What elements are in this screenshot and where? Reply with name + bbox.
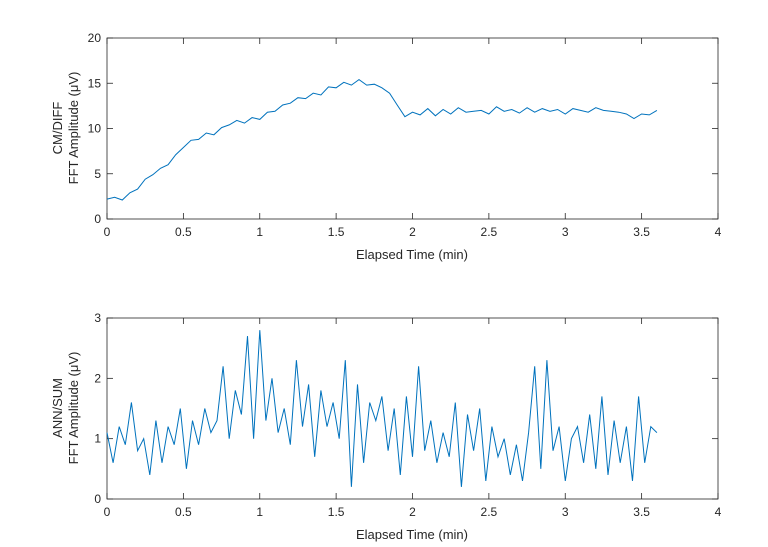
y-tick-label: 15 [88,76,102,90]
x-tick-label: 1 [256,225,263,239]
y-tick-label: 3 [94,311,101,325]
x-tick-label: 0.5 [175,225,192,239]
top-ylabel-line2: FFT Amplitude (μV) [66,72,81,185]
axes-box [106,37,719,220]
x-tick-label: 4 [715,225,722,239]
axes-box [106,317,719,500]
x-tick-label: 1.5 [328,505,345,519]
x-tick-label: 2 [409,225,416,239]
x-tick-label: 1.5 [328,225,345,239]
x-tick-label: 0 [104,505,111,519]
series-line [106,78,658,201]
x-tick-label: 2 [409,505,416,519]
x-tick-label: 3 [562,225,569,239]
y-tick-label: 2 [94,371,101,385]
x-tick-label: 2.5 [481,225,498,239]
y-tick-label: 1 [94,432,101,446]
x-tick-label: 2.5 [481,505,498,519]
x-tick-label: 0 [104,225,111,239]
y-tick-label: 5 [94,167,101,181]
y-tick-label: 10 [88,122,102,136]
x-tick-label: 1 [256,505,263,519]
top-axes: CM/DIFF FFT Amplitude (μV) Elapsed Time … [50,31,722,262]
series-line [106,330,658,487]
y-tick-label: 20 [88,31,102,45]
bottom-xlabel: Elapsed Time (min) [356,527,468,542]
top-xlabel: Elapsed Time (min) [356,247,468,262]
bottom-axes: ANN/SUM FFT Amplitude (μV) Elapsed Time … [50,311,722,542]
bottom-ylabel-line2: FFT Amplitude (μV) [66,352,81,465]
y-tick-label: 0 [94,212,101,226]
x-tick-label: 0.5 [175,505,192,519]
x-tick-label: 3 [562,505,569,519]
x-tick-label: 4 [715,505,722,519]
x-tick-label: 3.5 [633,505,650,519]
bottom-ylabel-line1: ANN/SUM [50,378,65,438]
top-ylabel-line1: CM/DIFF [50,102,65,155]
x-tick-label: 3.5 [633,225,650,239]
y-tick-label: 0 [94,492,101,506]
